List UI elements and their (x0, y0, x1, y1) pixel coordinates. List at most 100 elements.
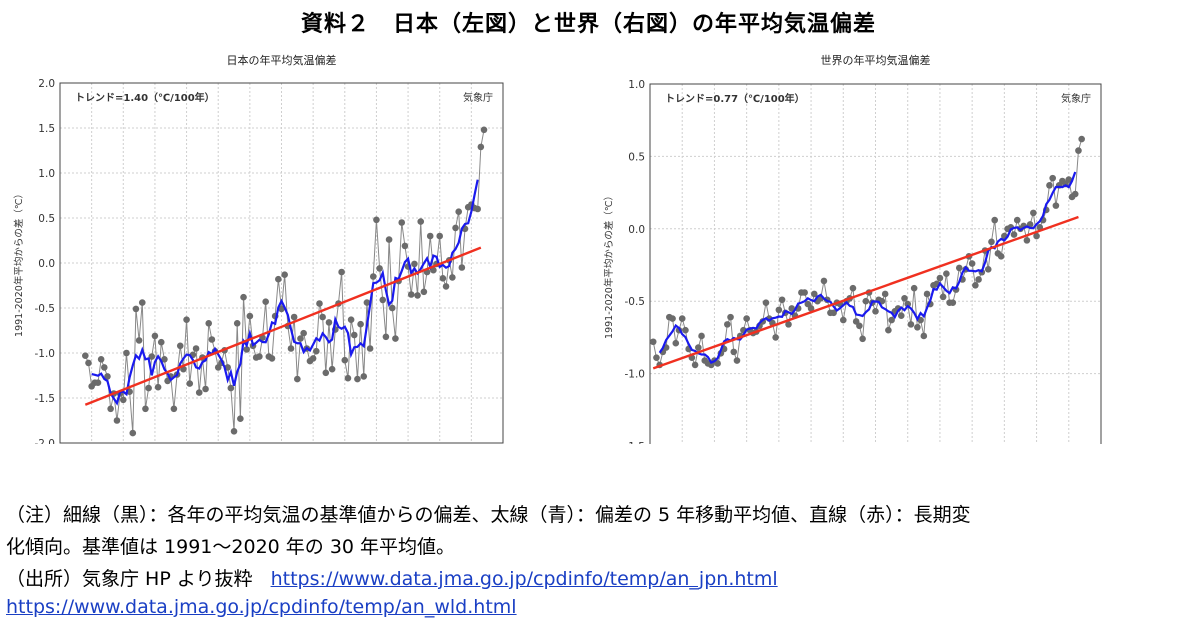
y-tick-label: -1.0 (35, 348, 56, 360)
annual-anomaly-point (287, 345, 295, 352)
annual-anomaly-line (84, 129, 485, 434)
y-axis-label: 1991-2020年平均からの差（℃） (603, 191, 615, 339)
chart-title: 日本の年平均気温偏差 (227, 53, 337, 67)
annual-anomaly-point (820, 277, 828, 285)
annual-anomaly-point (907, 321, 915, 328)
annual-anomaly-point (480, 126, 488, 134)
annual-anomaly-point (939, 293, 947, 301)
annual-anomaly-point (385, 236, 393, 243)
annual-anomaly-line (652, 138, 1083, 367)
annual-anomaly-point (997, 253, 1005, 260)
annual-anomaly-point (991, 216, 998, 224)
y-tick-label: 0.0 (38, 258, 55, 270)
annual-anomaly-point (872, 308, 879, 315)
annual-anomaly-point (290, 313, 298, 321)
annual-anomaly-point (672, 339, 680, 347)
annual-anomaly-point (477, 143, 485, 151)
annual-anomaly-point (113, 417, 121, 424)
annual-anomaly-point (455, 208, 463, 215)
annual-anomaly-point (300, 329, 307, 337)
annual-anomaly-point (984, 266, 992, 273)
annual-anomaly-point (975, 276, 982, 283)
annual-anomaly-point (319, 313, 326, 321)
annual-anomaly-point (772, 334, 779, 341)
annual-anomaly-point (129, 429, 137, 437)
annual-anomaly-point (145, 384, 152, 392)
annual-anomaly-point (268, 355, 276, 362)
annual-anomaly-point (341, 356, 349, 364)
annual-anomaly-point (910, 284, 918, 292)
annual-anomaly-point (730, 348, 738, 356)
annual-anomaly-point (1065, 176, 1073, 183)
annual-anomaly-point (123, 349, 130, 357)
annual-anomaly-point (398, 219, 406, 226)
annual-anomaly-point (972, 281, 979, 289)
y-tick-label: -1.5 (35, 393, 56, 405)
annual-anomaly-point (170, 405, 178, 413)
source-label: （出所）気象庁 HP より抜粋 (6, 568, 253, 590)
trend-line (84, 246, 482, 406)
annual-anomaly-point (154, 383, 162, 391)
annual-anomaly-point (743, 315, 750, 322)
annual-anomaly-point (714, 360, 721, 367)
annual-anomaly-point (354, 375, 361, 383)
annual-anomaly-point (862, 297, 870, 305)
annual-anomaly-point (369, 273, 377, 280)
annual-anomaly-point (278, 305, 285, 313)
annual-anomaly-point (97, 356, 105, 363)
annual-anomaly-point (195, 389, 203, 396)
annual-anomaly-point (778, 296, 786, 304)
annual-anomaly-point (678, 315, 686, 322)
plot-frame (649, 83, 1102, 444)
y-tick-label: -0.5 (625, 296, 646, 308)
annual-anomaly-point (417, 218, 425, 225)
annual-anomaly-point (691, 361, 699, 369)
annual-anomaly-point (85, 359, 92, 367)
annual-anomaly-point (881, 290, 889, 298)
annual-anomaly-point (294, 375, 301, 383)
annual-anomaly-point (401, 242, 409, 250)
annual-anomaly-point (233, 320, 241, 327)
y-tick-label: -1.0 (625, 369, 646, 381)
annual-anomaly-point (414, 292, 421, 299)
annual-anomaly-point (801, 289, 808, 296)
annual-anomaly-point (230, 428, 238, 435)
annual-anomaly-point (243, 346, 250, 353)
annual-anomaly-point (775, 306, 783, 314)
annual-anomaly-point (119, 396, 127, 404)
annual-anomaly-point (142, 405, 149, 413)
annual-anomaly-point (897, 312, 905, 319)
annual-anomaly-point (949, 299, 957, 306)
annual-anomaly-point (436, 232, 444, 240)
link-japan-data[interactable]: https://www.data.jma.go.jp/cpdinfo/temp/… (270, 568, 778, 590)
annual-anomaly-point (246, 312, 254, 320)
annual-anomaly-point (313, 347, 320, 355)
annual-anomaly-point (347, 316, 355, 324)
y-tick-label: -0.5 (35, 303, 56, 315)
annual-anomaly-point (186, 380, 194, 387)
annual-anomaly-point (309, 355, 317, 362)
japan-temperature-chart: 日本の年平均気温偏差189019001910192019301940195019… (13, 53, 504, 444)
annual-anomaly-point (373, 216, 380, 224)
annual-anomaly-point (936, 274, 944, 282)
annual-anomaly-point (955, 264, 963, 272)
annual-anomaly-point (904, 300, 912, 308)
annual-anomaly-point (135, 337, 143, 344)
annual-anomaly-point (297, 335, 304, 342)
annual-anomaly-point (382, 333, 390, 341)
annual-anomaly-point (392, 335, 399, 342)
annual-anomaly-point (407, 291, 415, 298)
y-tick-label: 0.5 (628, 151, 645, 163)
annual-anomaly-point (338, 268, 345, 276)
link-world-data[interactable]: https://www.data.jma.go.jp/cpdinfo/temp/… (6, 596, 517, 618)
annual-anomaly-point (1049, 174, 1056, 182)
annual-anomaly-point (420, 288, 428, 296)
annual-anomaly-point (439, 275, 447, 282)
annual-anomaly-point (325, 319, 333, 326)
annual-anomaly-point (208, 336, 216, 343)
annual-anomaly-point (360, 373, 368, 380)
annual-anomaly-point (148, 353, 156, 360)
trend-label: トレンド=1.40（℃/100年） (75, 91, 215, 104)
y-tick-label: 1.5 (38, 123, 55, 135)
annual-anomaly-point (1071, 190, 1079, 198)
